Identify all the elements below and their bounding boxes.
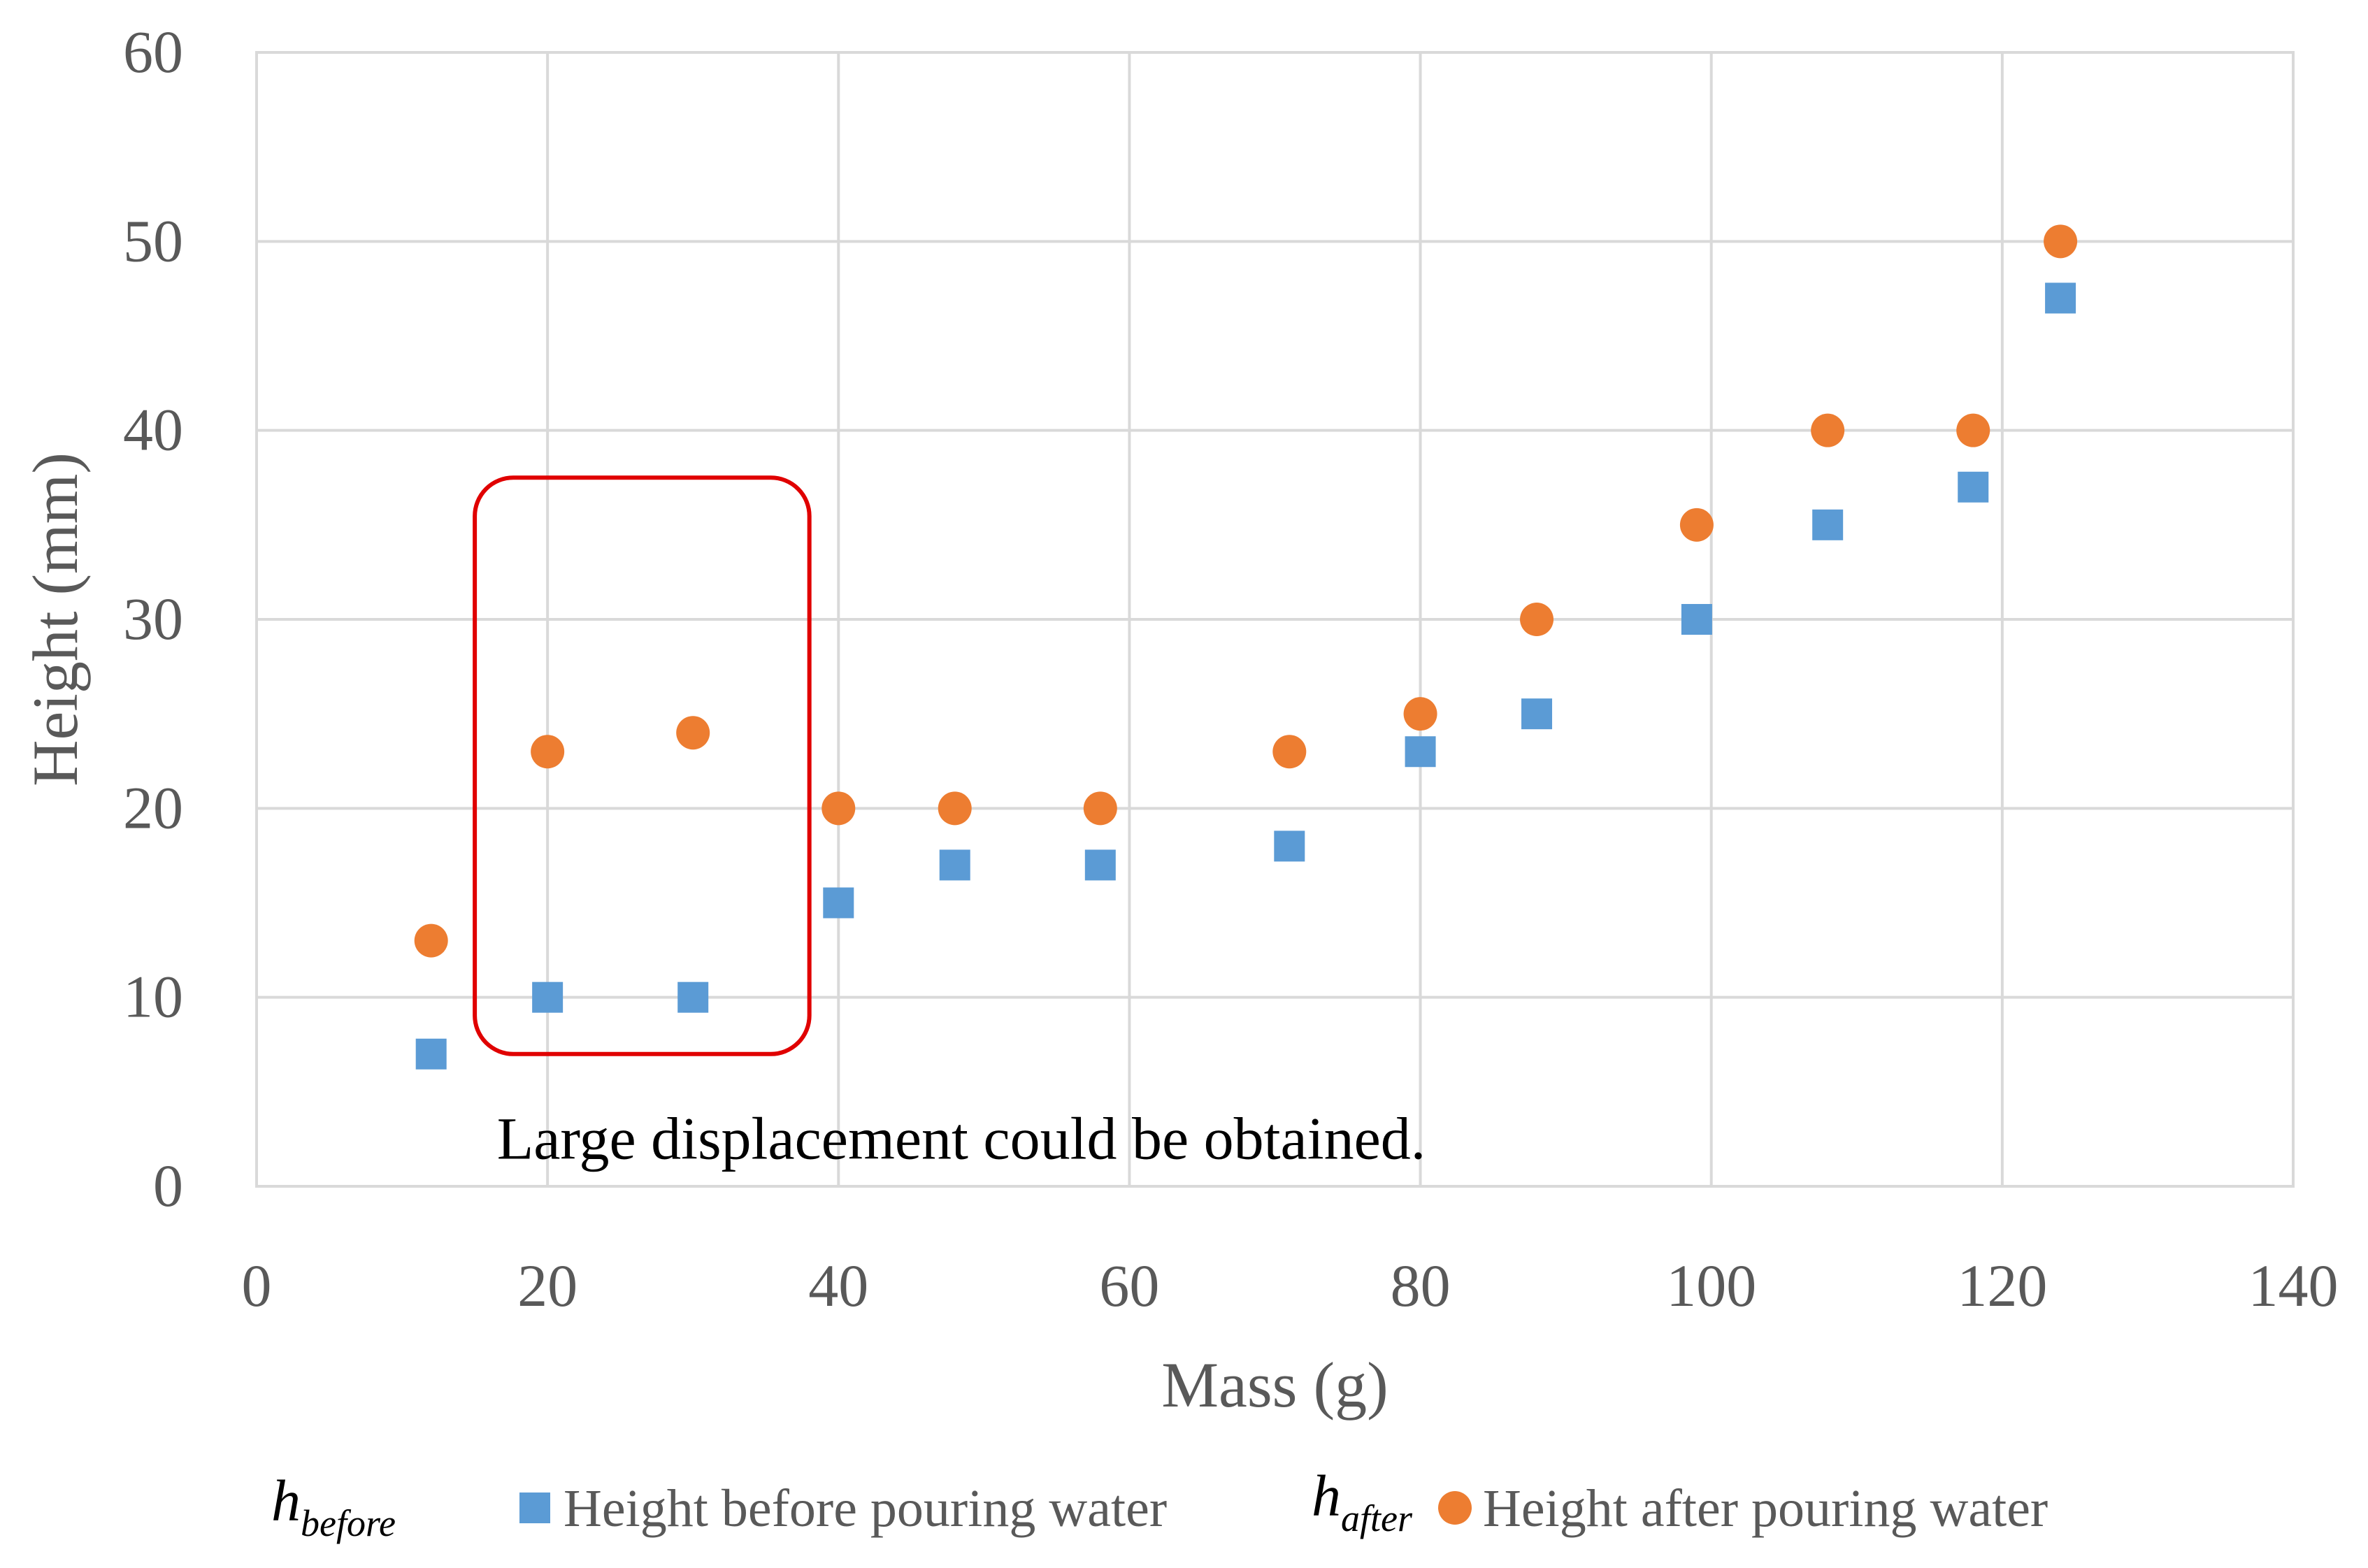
legend: hbefore Height before pouring water haft… [271,1464,2048,1544]
x-tick-label: 60 [1099,1252,1159,1319]
y-tick-label: 20 [123,774,183,841]
data-point-circle [821,791,856,826]
x-axis-tick-labels: 0 20 40 60 80 100 120 140 [242,1252,2339,1319]
data-point-square [1274,830,1305,862]
x-tick-label: 40 [808,1252,868,1319]
x-tick-label: 120 [1957,1252,2047,1319]
y-tick-label: 40 [123,396,183,463]
data-series [414,224,2078,1070]
x-tick-label: 100 [1666,1252,1756,1319]
data-point-square [532,981,564,1013]
data-point-square [1681,604,1712,635]
data-point-square [1521,698,1553,730]
data-point-circle [1956,413,1990,447]
legend-symbol-after: hafter [1312,1464,1413,1539]
data-point-square [823,887,854,919]
data-point-square [1084,849,1116,881]
y-tick-label: 10 [123,963,183,1030]
data-point-square [1405,736,1436,768]
data-point-circle [531,735,565,769]
plot-area-border [255,51,2295,1188]
y-tick-label: 60 [123,18,183,85]
annotation-text: Large displacement could be obtained. [497,1105,1426,1172]
data-point-circle [938,791,972,826]
data-point-circle [2044,224,2078,259]
data-point-square [939,849,970,881]
legend-marker-circle [1438,1491,1472,1525]
x-tick-label: 20 [517,1252,577,1319]
legend-label-after: Height after pouring water [1483,1479,2048,1538]
y-tick-label: 50 [123,207,183,274]
legend-symbol-before: hbefore [271,1469,396,1544]
data-point-circle [676,716,710,750]
x-tick-label: 80 [1391,1252,1451,1319]
data-point-circle [1403,697,1437,731]
data-point-square [1958,471,1989,503]
y-tick-label: 0 [153,1152,183,1219]
data-point-circle [1679,508,1714,542]
data-point-circle [1811,413,1845,447]
data-point-circle [414,923,448,958]
data-point-square [1812,509,1844,540]
x-tick-label: 0 [242,1252,272,1319]
series-after [414,224,2078,958]
legend-label-before: Height before pouring water [564,1479,1167,1538]
data-point-square [677,981,709,1013]
highlight-box [473,475,812,1056]
series-before [415,282,2076,1070]
legend-item-after: hafter Height after pouring water [1312,1464,2048,1539]
data-point-circle [1520,603,1554,636]
data-point-circle [1272,735,1307,769]
y-axis-tick-labels: 0 10 20 30 40 50 60 [123,18,183,1219]
x-axis-title: Mass (g) [1161,1349,1388,1420]
x-tick-label: 140 [2248,1252,2339,1319]
data-point-square [415,1038,447,1070]
data-point-square [2045,282,2076,314]
y-tick-label: 30 [123,585,183,652]
data-point-circle [1083,791,1117,826]
legend-item-before: hbefore Height before pouring water [271,1469,1167,1544]
y-axis-title: Height (mm) [20,452,91,786]
legend-marker-square [519,1493,550,1523]
